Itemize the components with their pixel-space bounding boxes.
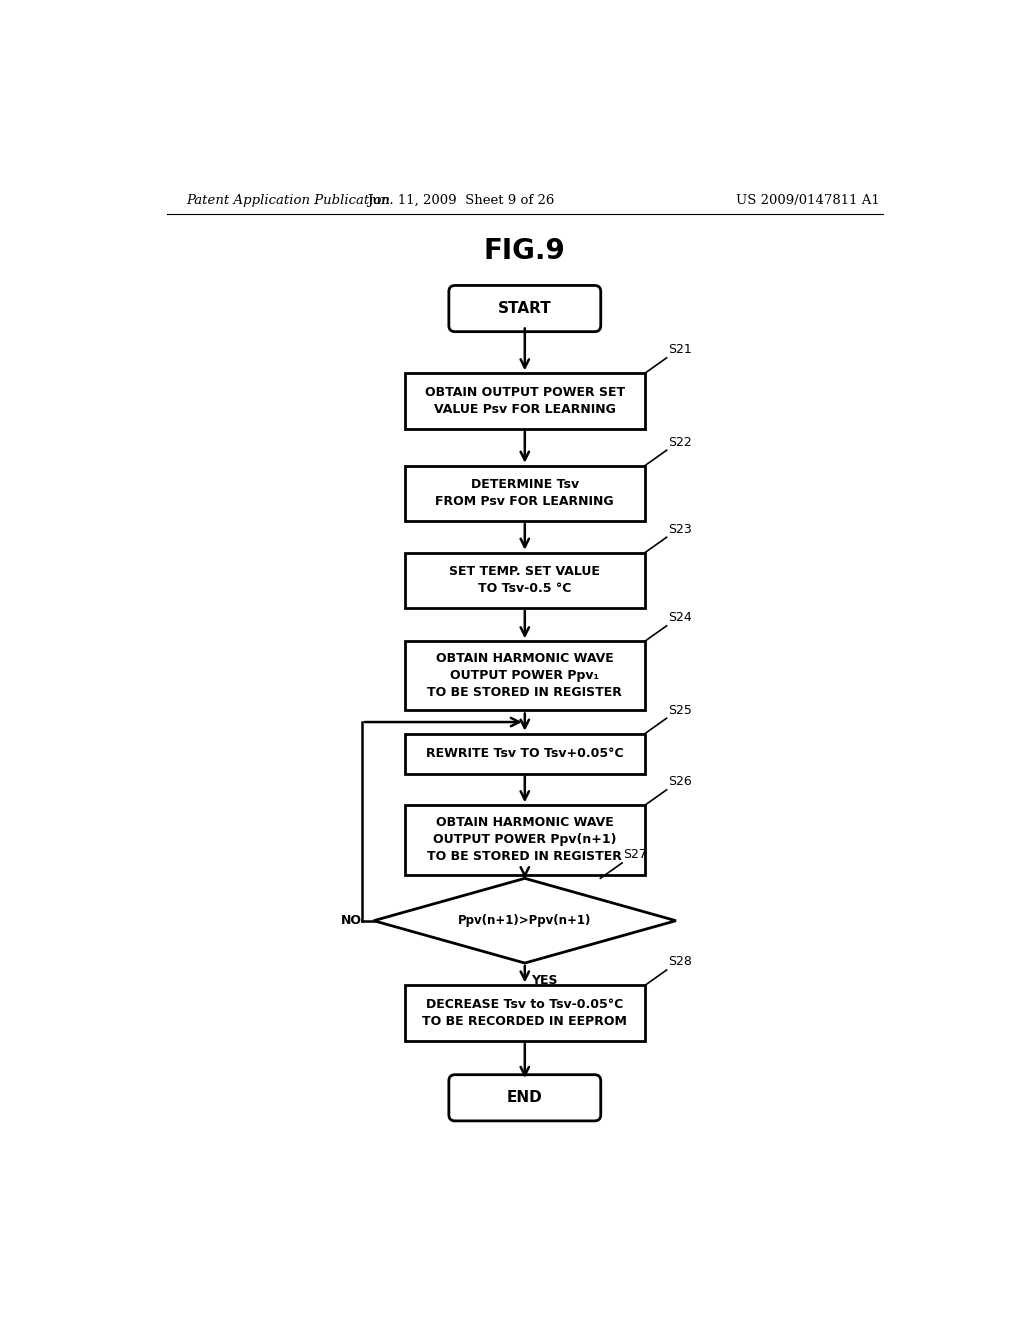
Text: OBTAIN HARMONIC WAVE
OUTPUT POWER Ppv₁
TO BE STORED IN REGISTER: OBTAIN HARMONIC WAVE OUTPUT POWER Ppv₁ T… (427, 652, 623, 700)
Bar (404, 553, 645, 609)
Text: S26: S26 (669, 775, 692, 788)
Text: FIG.9: FIG.9 (484, 236, 565, 265)
Text: OBTAIN HARMONIC WAVE
OUTPUT POWER Ppv(n+1)
TO BE STORED IN REGISTER: OBTAIN HARMONIC WAVE OUTPUT POWER Ppv(n+… (427, 816, 623, 863)
Text: SET TEMP. SET VALUE
TO Tsv-0.5 °C: SET TEMP. SET VALUE TO Tsv-0.5 °C (450, 565, 600, 595)
Text: START: START (498, 301, 552, 315)
Bar (404, 374, 645, 429)
Text: S25: S25 (669, 704, 692, 717)
Text: DETERMINE Tsv
FROM Psv FOR LEARNING: DETERMINE Tsv FROM Psv FOR LEARNING (435, 478, 614, 508)
Text: S28: S28 (669, 956, 692, 969)
Text: Patent Application Publication: Patent Application Publication (186, 194, 390, 207)
Text: Ppv(n+1)>Ppv(n+1): Ppv(n+1)>Ppv(n+1) (458, 915, 592, 927)
Text: S27: S27 (624, 849, 647, 862)
Bar (404, 466, 645, 521)
Bar (404, 985, 645, 1040)
Text: YES: YES (531, 974, 557, 987)
Text: Jun. 11, 2009  Sheet 9 of 26: Jun. 11, 2009 Sheet 9 of 26 (368, 194, 555, 207)
Bar (404, 805, 645, 875)
Text: OBTAIN OUTPUT POWER SET
VALUE Psv FOR LEARNING: OBTAIN OUTPUT POWER SET VALUE Psv FOR LE… (425, 385, 625, 416)
Text: US 2009/0147811 A1: US 2009/0147811 A1 (736, 194, 880, 207)
Text: NO: NO (341, 915, 362, 927)
Text: REWRITE Tsv TO Tsv+0.05°C: REWRITE Tsv TO Tsv+0.05°C (426, 747, 624, 760)
Text: END: END (507, 1090, 543, 1105)
Text: S23: S23 (669, 523, 692, 536)
Text: S24: S24 (669, 611, 692, 624)
Bar (404, 642, 645, 710)
FancyBboxPatch shape (449, 285, 601, 331)
Polygon shape (374, 878, 676, 964)
Bar (404, 734, 645, 774)
Text: DECREASE Tsv to Tsv-0.05°C
TO BE RECORDED IN EEPROM: DECREASE Tsv to Tsv-0.05°C TO BE RECORDE… (422, 998, 628, 1028)
FancyBboxPatch shape (449, 1074, 601, 1121)
Text: S21: S21 (669, 343, 692, 356)
Text: S22: S22 (669, 436, 692, 449)
